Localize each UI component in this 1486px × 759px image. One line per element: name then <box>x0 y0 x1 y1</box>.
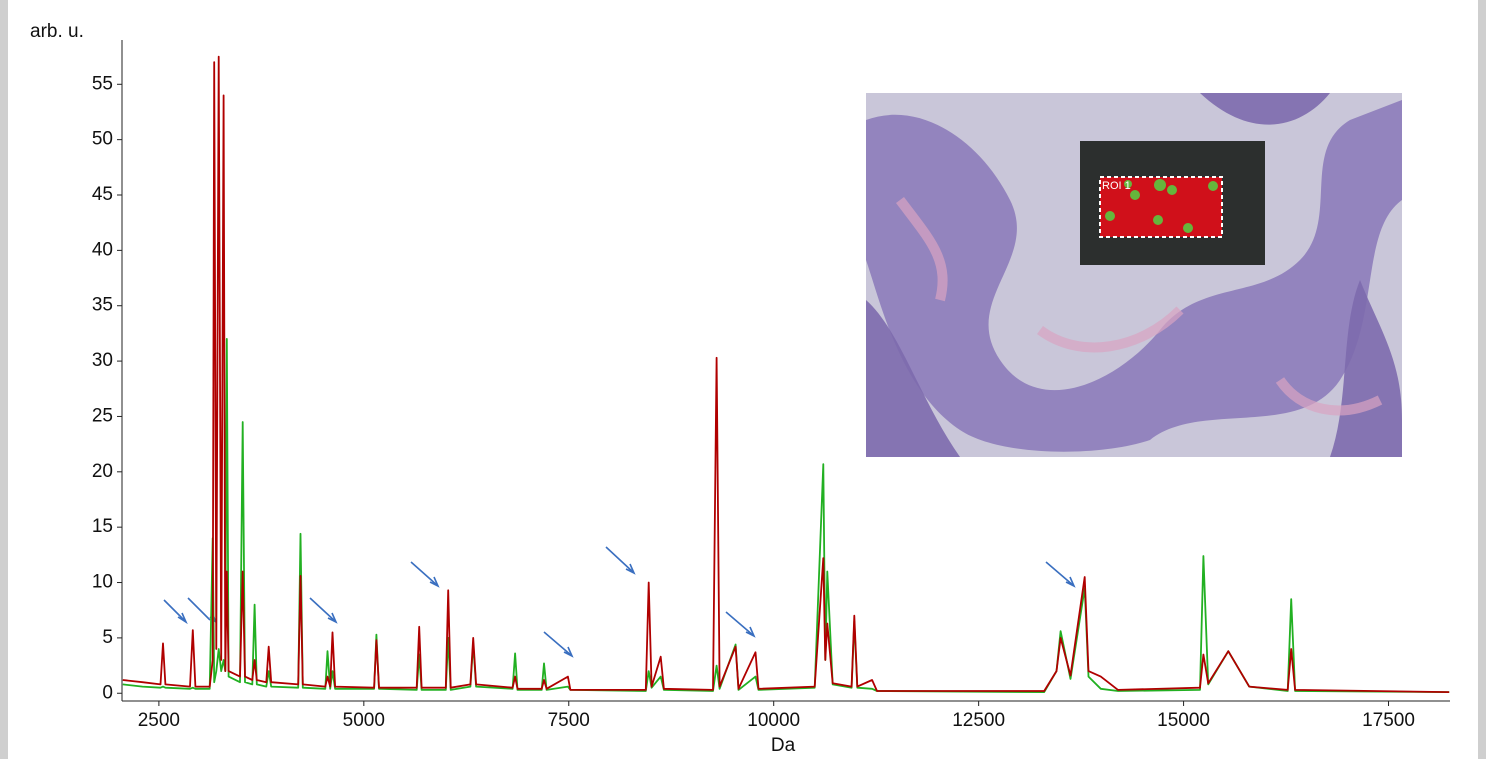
y-tick-label: 45 <box>92 184 113 205</box>
y-tick-label: 10 <box>92 572 113 593</box>
x-tick-label: 17500 <box>1362 710 1415 731</box>
x-tick-label: 10000 <box>747 710 800 731</box>
page: {"chart_data": {"type": "line", "ylabel"… <box>0 0 1486 759</box>
x-tick-label: 5000 <box>343 710 385 731</box>
x-axis-label: Da <box>771 735 796 756</box>
y-tick-label: 50 <box>92 129 113 150</box>
x-tick-label: 2500 <box>138 710 180 731</box>
chart: arb. u. Da 0 5 10 15 20 25 30 35 40 45 50 55 2500 500… <box>0 0 1486 759</box>
y-tick-label: 25 <box>92 405 113 426</box>
y-tick-label: 55 <box>92 73 113 94</box>
y-tick-label: 30 <box>92 350 113 371</box>
y-tick-label: 5 <box>102 627 113 648</box>
y-axis-label: arb. u. <box>30 21 84 42</box>
histology-inset: ROI 1 <box>866 93 1402 457</box>
inset-label: ROI 1 <box>1102 180 1131 192</box>
x-tick-label: 12500 <box>952 710 1005 731</box>
x-tick-label: 7500 <box>548 710 590 731</box>
y-tick-label: 0 <box>102 682 113 703</box>
y-tick-label: 15 <box>92 516 113 537</box>
y-tick-label: 20 <box>92 461 113 482</box>
y-tick-label: 35 <box>92 295 113 316</box>
x-tick-label: 15000 <box>1157 710 1210 731</box>
y-tick-label: 40 <box>92 239 113 260</box>
